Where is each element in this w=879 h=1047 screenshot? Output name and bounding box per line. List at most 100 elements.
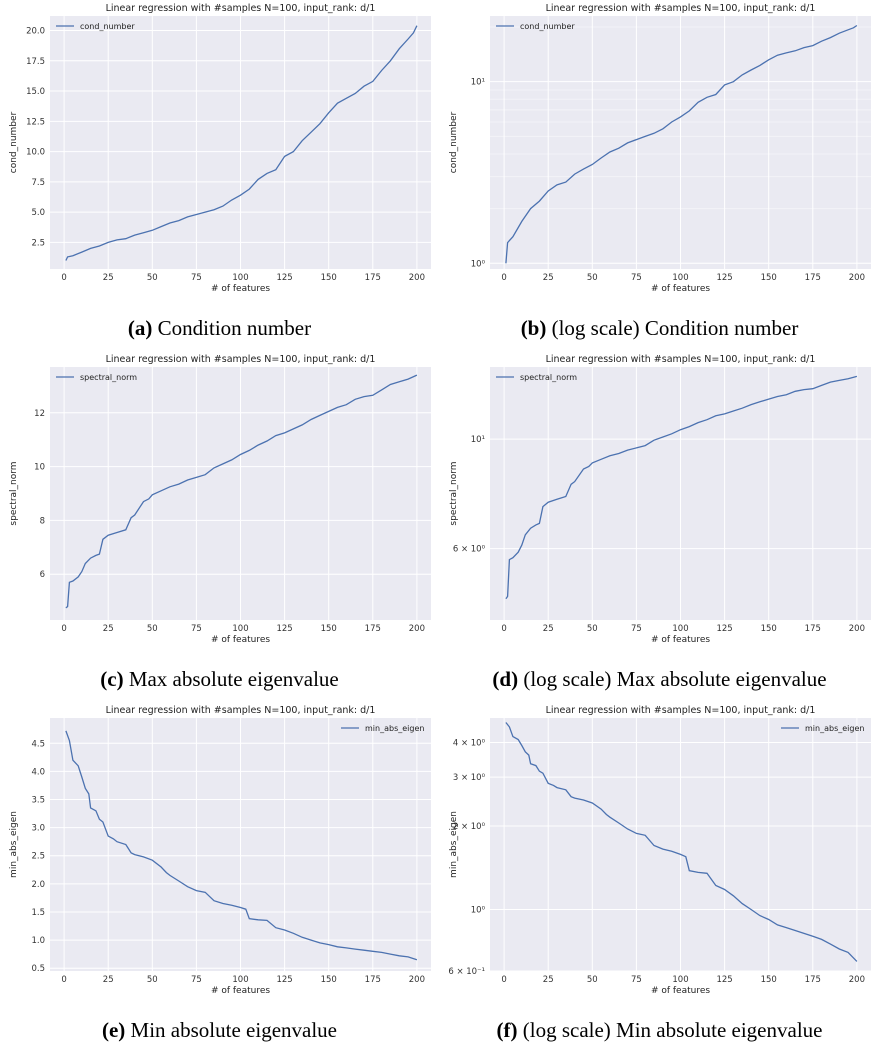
- x-tick-label: 200: [849, 975, 865, 985]
- x-tick-label: 75: [191, 273, 202, 283]
- legend-label: cond_number: [80, 22, 135, 31]
- y-axis-label: spectral_norm: [9, 461, 19, 525]
- chart-svg: 0 25 50 75 100 125 150 175 200 0.5 1.0 1.5 2.0 2.5 3.0…: [9, 705, 431, 996]
- legend: min_abs_eigen: [781, 724, 864, 733]
- y-tick-label: 15.0: [26, 87, 45, 97]
- figure-caption: (b) (log scale) Condition number: [440, 316, 879, 341]
- y-axis-label: min_abs_eigen: [449, 811, 459, 878]
- x-tick-label: 150: [321, 975, 337, 985]
- legend-label: spectral_norm: [520, 373, 577, 382]
- x-axis-label: # of features: [211, 284, 270, 294]
- chart-panel: 0 25 50 75 100 125 150 175 200 6 8 10 12 Linear regre…: [0, 351, 439, 691]
- x-tick-label: 125: [276, 975, 292, 985]
- legend: cond_number: [496, 22, 575, 31]
- caption-text: (log scale) Min absolute eigenvalue: [517, 1018, 823, 1042]
- x-tick-label: 25: [103, 624, 114, 634]
- y-tick-label: 3 × 10⁰: [453, 773, 486, 783]
- x-tick-label: 125: [716, 624, 732, 634]
- x-tick-label: 125: [716, 273, 732, 283]
- x-tick-label: 150: [321, 273, 337, 283]
- figure-caption: (d) (log scale) Max absolute eigenvalue: [440, 667, 879, 692]
- x-tick-label: 25: [543, 273, 554, 283]
- x-tick-label: 25: [103, 975, 114, 985]
- caption-text: Condition number: [152, 316, 312, 340]
- figure-caption: (c) Max absolute eigenvalue: [0, 667, 439, 692]
- y-tick-label: 2 × 10⁰: [453, 822, 486, 832]
- x-tick-label: 125: [276, 624, 292, 634]
- y-tick-label: 3.0: [31, 824, 45, 834]
- series-line: [65, 374, 418, 609]
- x-tick-label: 100: [672, 975, 688, 985]
- x-tick-label: 75: [631, 273, 642, 283]
- y-tick-label: 2.0: [31, 880, 45, 890]
- y-tick-label: 4.0: [31, 767, 45, 777]
- caption-text: Max absolute eigenvalue: [123, 667, 339, 691]
- legend-label: min_abs_eigen: [805, 724, 864, 733]
- series-line: [65, 730, 418, 961]
- caption-letter: (b): [520, 316, 547, 340]
- chart-title: Linear regression with #samples N=100, i…: [546, 705, 816, 716]
- x-tick-label: 125: [276, 273, 292, 283]
- legend-label: min_abs_eigen: [365, 724, 424, 733]
- chart-panel: 0 25 50 75 100 125 150 175 200 6 × 10⁻¹ 10⁰ 2 × 10⁰…: [440, 702, 879, 1042]
- x-tick-label: 200: [849, 624, 865, 634]
- legend-label: spectral_norm: [80, 373, 137, 382]
- legend-label: cond_number: [520, 22, 575, 31]
- y-tick-label: 4 × 10⁰: [453, 738, 486, 748]
- legend: min_abs_eigen: [341, 724, 424, 733]
- x-tick-label: 175: [365, 624, 381, 634]
- y-tick-label: 2.5: [31, 852, 45, 862]
- x-tick-label: 100: [672, 273, 688, 283]
- caption-letter: (f): [496, 1018, 518, 1042]
- chart-svg: 0 25 50 75 100 125 150 175 200 6 × 10⁰ 10¹ Linear r…: [449, 354, 871, 645]
- x-tick-label: 0: [61, 975, 66, 985]
- x-tick-label: 75: [631, 975, 642, 985]
- figure-caption: (a) Condition number: [0, 316, 439, 341]
- x-tick-label: 100: [232, 273, 248, 283]
- series-line: [65, 25, 418, 261]
- chart-svg: 0 25 50 75 100 125 150 175 200 10⁰ 10¹ Linear regre…: [449, 3, 871, 294]
- y-tick-label: 20.0: [26, 27, 45, 37]
- y-axis-label: min_abs_eigen: [9, 811, 19, 878]
- x-tick-label: 0: [61, 624, 66, 634]
- y-tick-label: 3.5: [31, 796, 45, 806]
- chart-svg: 0 25 50 75 100 125 150 175 200 6 × 10⁻¹ 10⁰ 2 × 10⁰…: [448, 705, 871, 996]
- x-axis-label: # of features: [651, 284, 710, 294]
- y-tick-label: 10¹: [471, 78, 485, 88]
- series-line: [505, 375, 858, 600]
- legend: spectral_norm: [496, 373, 577, 382]
- y-tick-label: 6 × 10⁻¹: [448, 967, 485, 977]
- x-tick-label: 150: [761, 273, 777, 283]
- y-tick-label: 0.5: [31, 964, 45, 974]
- chart-svg: 0 25 50 75 100 125 150 175 200 2.5 5.0 7.5 10.0 12.5 1…: [9, 3, 431, 294]
- x-tick-label: 50: [587, 624, 598, 634]
- y-axis-label: cond_number: [449, 111, 459, 173]
- series-line: [505, 24, 858, 264]
- y-tick-label: 10: [34, 463, 45, 473]
- figure-caption: (f) (log scale) Min absolute eigenvalue: [440, 1018, 879, 1043]
- x-tick-label: 50: [147, 975, 158, 985]
- chart-title: Linear regression with #samples N=100, i…: [106, 3, 376, 14]
- x-tick-label: 50: [587, 975, 598, 985]
- caption-letter: (c): [100, 667, 124, 691]
- y-tick-label: 5.0: [31, 208, 45, 218]
- x-tick-label: 175: [805, 975, 821, 985]
- chart-panel: 0 25 50 75 100 125 150 175 200 6 × 10⁰ 10¹ Linear r…: [440, 351, 879, 691]
- x-tick-label: 150: [761, 975, 777, 985]
- x-tick-label: 75: [191, 624, 202, 634]
- x-tick-label: 50: [147, 624, 158, 634]
- chart-panel: 0 25 50 75 100 125 150 175 200 2.5 5.0 7.5 10.0 12.5 1…: [0, 0, 439, 340]
- y-tick-label: 10¹: [471, 435, 485, 445]
- chart-title: Linear regression with #samples N=100, i…: [106, 705, 376, 716]
- y-tick-label: 6 × 10⁰: [453, 545, 486, 555]
- y-axis-label: cond_number: [9, 111, 19, 173]
- x-tick-label: 100: [672, 624, 688, 634]
- figure-caption: (e) Min absolute eigenvalue: [0, 1018, 439, 1043]
- x-tick-label: 0: [501, 273, 506, 283]
- x-tick-label: 75: [631, 624, 642, 634]
- x-tick-label: 175: [365, 273, 381, 283]
- y-tick-label: 12.5: [26, 117, 45, 127]
- x-tick-label: 0: [501, 624, 506, 634]
- chart-title: Linear regression with #samples N=100, i…: [546, 354, 816, 365]
- y-tick-label: 12: [34, 409, 45, 419]
